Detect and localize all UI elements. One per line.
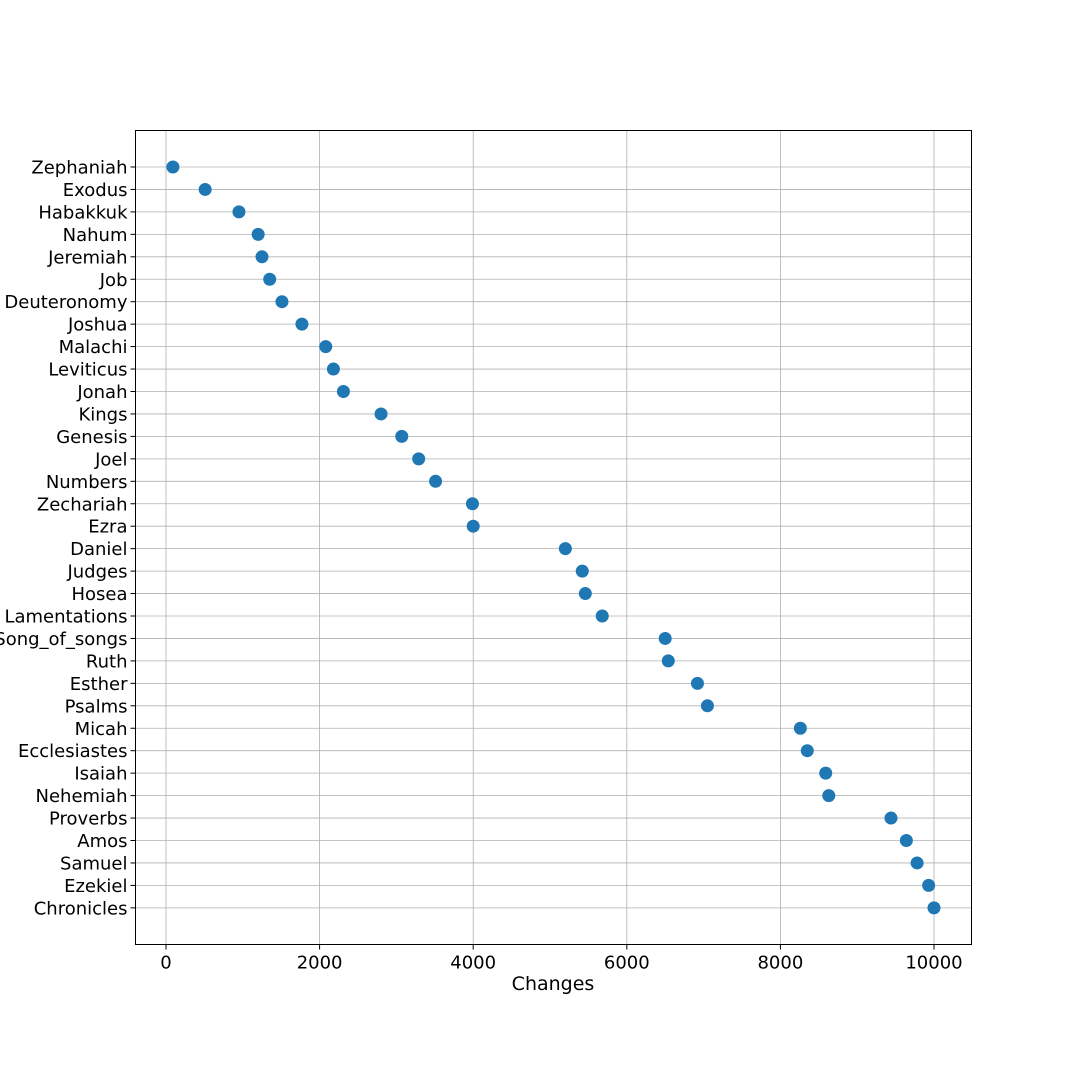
y-tick-label: Zechariah: [37, 494, 128, 515]
y-tick-label: Leviticus: [48, 360, 127, 381]
y-tick-label: Exodus: [63, 180, 128, 201]
y-tick-label: Job: [99, 270, 128, 291]
y-tick-label: Judges: [66, 562, 127, 583]
y-tick-label: Jeremiah: [47, 247, 127, 268]
data-point: [263, 272, 277, 286]
data-point: [295, 317, 309, 331]
data-point: [466, 519, 480, 533]
y-tick-label: Hosea: [71, 584, 127, 605]
data-point: [575, 564, 589, 578]
data-point: [319, 340, 333, 354]
data-point: [819, 766, 833, 780]
y-tick-label: Zephaniah: [31, 158, 127, 179]
y-tick-label: Amos: [77, 831, 127, 852]
data-point: [251, 227, 265, 241]
data-point: [910, 856, 924, 870]
x-tick-label: 8000: [757, 953, 803, 974]
data-point: [465, 497, 479, 511]
x-tick-label: 0: [160, 953, 171, 974]
y-tick-label: Deuteronomy: [4, 292, 127, 313]
y-tick-label: Genesis: [56, 427, 127, 448]
y-tick-label: Habakkuk: [38, 202, 128, 223]
data-point: [700, 699, 714, 713]
y-tick-label: Jonah: [76, 382, 127, 403]
data-point: [275, 295, 289, 309]
data-point: [927, 901, 941, 915]
y-tick-label: Isaiah: [74, 764, 127, 785]
data-point: [374, 407, 388, 421]
y-tick-label: Ezekiel: [64, 876, 127, 897]
x-axis-title: Changes: [512, 973, 595, 995]
data-point: [198, 182, 212, 196]
data-point: [429, 474, 443, 488]
y-tick-label: Joshua: [67, 315, 128, 336]
data-point: [899, 834, 913, 847]
y-axis: ZephaniahExodusHabakkukNahumJeremiahJobD…: [0, 158, 136, 919]
data-point: [822, 789, 836, 803]
y-tick-label: Ecclesiastes: [18, 741, 128, 762]
plot-frame: [135, 130, 972, 945]
y-tick-label: Joel: [94, 449, 127, 470]
data-point: [661, 654, 675, 668]
y-tick-label: Nehemiah: [36, 786, 128, 807]
y-tick-label: Malachi: [59, 337, 128, 358]
data-points: [166, 160, 941, 915]
y-tick-label: Esther: [70, 674, 128, 695]
y-tick-label: Samuel: [60, 853, 127, 874]
data-point: [255, 250, 269, 264]
y-tick-label: Kings: [78, 404, 127, 425]
data-point: [800, 744, 814, 758]
data-point: [658, 631, 672, 645]
data-point: [326, 362, 340, 376]
y-tick-label: Daniel: [70, 539, 127, 560]
x-axis: 0 2000 4000 6000 8000 10000: [160, 944, 963, 974]
data-point: [690, 676, 704, 690]
data-point: [578, 587, 592, 601]
y-tick-label: Micah: [75, 719, 128, 740]
data-point: [336, 385, 350, 398]
x-tick-label: 4000: [450, 953, 496, 974]
y-tick-label: Song_of_songs: [0, 629, 128, 650]
y-tick-label: Lamentations: [4, 607, 127, 628]
data-point: [558, 542, 572, 556]
y-tick-label: Nahum: [63, 225, 128, 246]
x-tick-label: 2000: [297, 953, 343, 974]
y-tick-label: Psalms: [65, 696, 128, 717]
data-point: [412, 452, 426, 466]
data-point: [232, 205, 246, 219]
y-tick-label: Numbers: [46, 472, 128, 493]
x-tick-label: 10000: [905, 953, 962, 974]
data-point: [884, 811, 898, 825]
data-point: [595, 609, 609, 623]
y-tick-label: Chronicles: [34, 898, 128, 919]
y-tick-label: Ruth: [86, 651, 128, 672]
data-point: [922, 878, 936, 892]
data-point: [395, 429, 409, 443]
data-point: [166, 160, 180, 174]
y-tick-label: Ezra: [88, 517, 127, 538]
y-tick-label: Proverbs: [49, 809, 128, 830]
data-point: [793, 721, 807, 735]
x-tick-label: 6000: [604, 953, 650, 974]
